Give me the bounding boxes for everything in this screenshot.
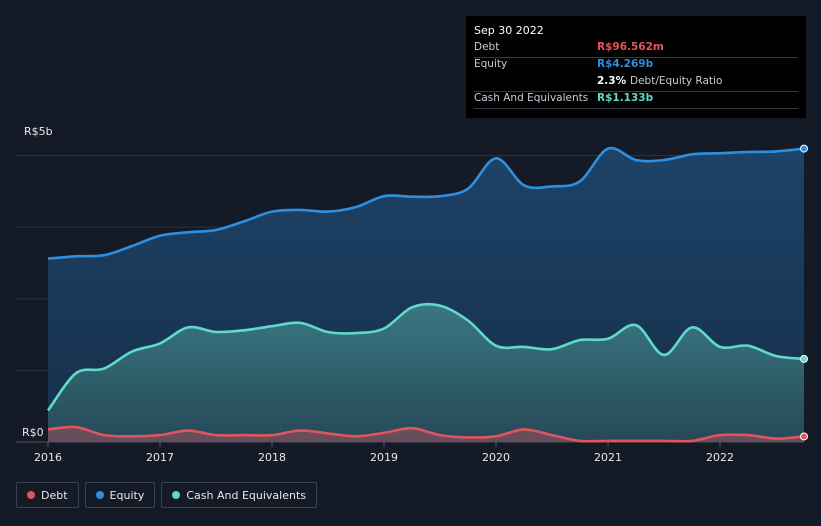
- x-tick-label-2022: 2022: [706, 451, 734, 464]
- tooltip-ratio-label: Debt/Equity Ratio: [630, 75, 723, 87]
- x-axis: 2016 2017 2018 2019 2020 2021 2022: [34, 442, 734, 464]
- cash-and-equivalents-end-marker: [800, 354, 808, 363]
- tooltip-debt-label: Debt: [474, 41, 500, 53]
- legend-item-equity[interactable]: Equity: [84, 482, 156, 508]
- debt-dot-icon: [27, 491, 35, 499]
- x-tick-label-2019: 2019: [370, 451, 398, 464]
- series-lines: [46, 146, 805, 443]
- tooltip-row-debt: Debt R$96.562m: [474, 40, 798, 58]
- x-tick-label-2016: 2016: [34, 451, 62, 464]
- end-markers: [800, 144, 808, 441]
- cash-dot-icon: [172, 491, 181, 499]
- data-tooltip: Sep 30 2022 Debt R$96.562m Equity R$4.26…: [466, 16, 806, 118]
- equity-end-marker: [800, 144, 808, 153]
- tooltip-equity-value: R$4.269b: [597, 58, 654, 70]
- tooltip-row-ratio: 2.3% Debt/Equity Ratio: [474, 74, 798, 92]
- equity-dot-icon: [95, 491, 104, 499]
- series-areas: [48, 148, 804, 443]
- x-tick-label-2018: 2018: [258, 451, 286, 464]
- equity-line: [47, 146, 805, 260]
- x-tick-label-2020: 2020: [482, 451, 510, 464]
- cash-and-equivalents-area: [48, 304, 804, 442]
- debt-line: [47, 425, 805, 443]
- cash-and-equivalents-line: [46, 302, 805, 412]
- chart-legend: Debt Equity Cash And Equivalents: [16, 482, 317, 510]
- y-axis-top-label: R$5b: [24, 125, 53, 138]
- legend-item-cash[interactable]: Cash And Equivalents: [161, 482, 317, 508]
- legend-cash-label: Cash And Equivalents: [186, 488, 306, 502]
- tooltip-row-equity: Equity R$4.269b: [474, 57, 798, 74]
- tooltip-row-cash: Cash And Equivalents R$1.133b: [474, 91, 798, 109]
- legend-equity-label: Equity: [109, 488, 145, 502]
- tooltip-equity-label: Equity: [474, 58, 508, 70]
- legend-item-debt[interactable]: Debt: [16, 482, 79, 508]
- x-tick-label-2017: 2017: [146, 451, 174, 464]
- tooltip-date: Sep 30 2022: [474, 24, 544, 37]
- debt-area: [48, 426, 804, 442]
- legend-debt-label: Debt: [41, 488, 68, 502]
- tooltip-ratio-value: 2.3%: [597, 75, 627, 87]
- x-tick-label-2021: 2021: [594, 451, 622, 464]
- tooltip-debt-value: R$96.562m: [597, 41, 664, 53]
- tooltip-cash-label: Cash And Equivalents: [474, 92, 589, 104]
- y-axis-zero-label: R$0: [22, 426, 44, 439]
- debt-end-marker: [800, 432, 808, 441]
- tooltip-cash-value: R$1.133b: [597, 92, 654, 104]
